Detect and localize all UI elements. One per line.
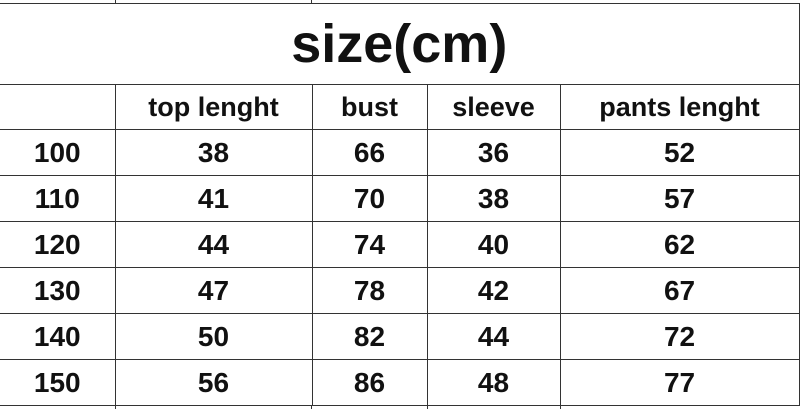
chart-title: size(cm) bbox=[0, 3, 800, 85]
header-pants-length: pants lenght bbox=[559, 84, 800, 130]
grid-line bbox=[560, 405, 561, 409]
table-row: 120 44 74 40 62 bbox=[0, 221, 800, 268]
cell-bust: 74 bbox=[311, 221, 428, 268]
cell-size: 130 bbox=[0, 267, 116, 314]
cell-pants-length: 67 bbox=[559, 267, 800, 314]
table-row: 130 47 78 42 67 bbox=[0, 267, 800, 314]
cell-sleeve: 48 bbox=[426, 359, 561, 406]
cell-top-length: 56 bbox=[114, 359, 313, 406]
cell-bust: 82 bbox=[311, 313, 428, 360]
header-size bbox=[0, 84, 116, 130]
header-row: top lenght bust sleeve pants lenght bbox=[0, 84, 800, 130]
cell-pants-length: 77 bbox=[559, 359, 800, 406]
header-top-length: top lenght bbox=[114, 84, 313, 130]
grid-line bbox=[115, 0, 116, 3]
grid-line bbox=[427, 405, 428, 409]
grid-line bbox=[311, 0, 312, 3]
grid-line bbox=[311, 405, 312, 409]
cell-top-length: 38 bbox=[114, 129, 313, 176]
cell-top-length: 50 bbox=[114, 313, 313, 360]
cell-sleeve: 40 bbox=[426, 221, 561, 268]
cell-pants-length: 62 bbox=[559, 221, 800, 268]
cell-sleeve: 38 bbox=[426, 175, 561, 222]
cell-pants-length: 52 bbox=[559, 129, 800, 176]
cell-size: 150 bbox=[0, 359, 116, 406]
header-sleeve: sleeve bbox=[426, 84, 561, 130]
cell-bust: 66 bbox=[311, 129, 428, 176]
cell-pants-length: 72 bbox=[559, 313, 800, 360]
header-bust: bust bbox=[311, 84, 428, 130]
cell-top-length: 44 bbox=[114, 221, 313, 268]
table-row: 110 41 70 38 57 bbox=[0, 175, 800, 222]
bottom-edge-strip bbox=[0, 405, 800, 409]
cell-top-length: 41 bbox=[114, 175, 313, 222]
cell-bust: 86 bbox=[311, 359, 428, 406]
cell-top-length: 47 bbox=[114, 267, 313, 314]
cell-size: 120 bbox=[0, 221, 116, 268]
grid-line bbox=[115, 405, 116, 409]
cell-pants-length: 57 bbox=[559, 175, 800, 222]
size-chart-table: size(cm) top lenght bust sleeve pants le… bbox=[0, 3, 800, 406]
cell-size: 110 bbox=[0, 175, 116, 222]
cell-sleeve: 36 bbox=[426, 129, 561, 176]
cell-sleeve: 42 bbox=[426, 267, 561, 314]
table-row: 140 50 82 44 72 bbox=[0, 313, 800, 360]
cell-size: 140 bbox=[0, 313, 116, 360]
cell-size: 100 bbox=[0, 129, 116, 176]
cell-sleeve: 44 bbox=[426, 313, 561, 360]
table-row: 150 56 86 48 77 bbox=[0, 359, 800, 406]
table-row: 100 38 66 36 52 bbox=[0, 129, 800, 176]
cell-bust: 70 bbox=[311, 175, 428, 222]
cell-bust: 78 bbox=[311, 267, 428, 314]
